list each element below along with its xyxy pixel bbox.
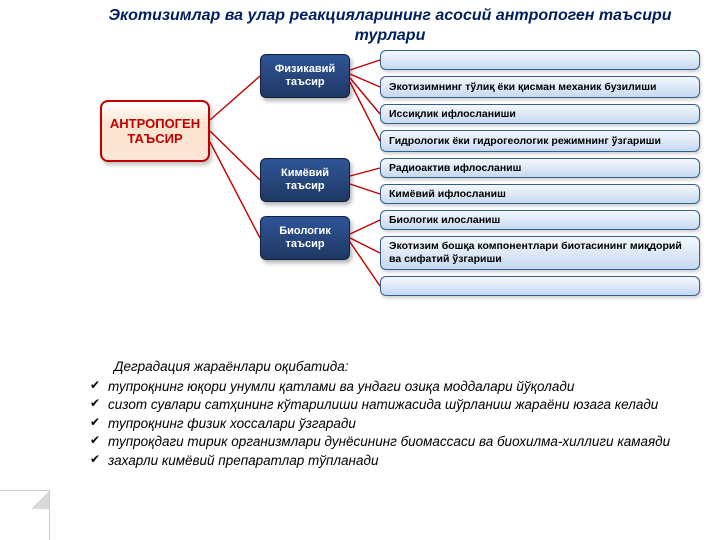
leaf-node: Гидрологик ёки гидрогеологик режимнинг ў… bbox=[380, 130, 700, 152]
leaf-node: Экотизимнинг тўлиқ ёки қисман механик бу… bbox=[380, 76, 700, 98]
leaf-node: Иссиқлик ифлосланиши bbox=[380, 104, 700, 124]
notes-list: тупроқнинг юқори унумли қатлами ва ундаг… bbox=[90, 378, 690, 470]
category-node: Кимёвий таъсир bbox=[260, 158, 350, 202]
notes-intro: Деградация жараёнлари оқибатида: bbox=[114, 358, 690, 376]
notes-item: сизот сувлари сатҳининг кўтарилиши натиж… bbox=[90, 396, 690, 414]
leaf-node bbox=[380, 50, 700, 70]
category-node: Физикавий таъсир bbox=[260, 54, 350, 98]
leaf-node: Биологик илосланиш bbox=[380, 210, 700, 230]
leaf-node: Экотизим бошқа компонентлари биотасининг… bbox=[380, 236, 700, 270]
leaf-node: Кимёвий ифлосланиш bbox=[380, 184, 700, 204]
notes-item: тупроқдаги тирик организмлари дунёсининг… bbox=[90, 433, 690, 451]
category-node: Биологик таъсир bbox=[260, 216, 350, 260]
leaf-node bbox=[380, 276, 700, 296]
notes-item: тупроқнинг юқори унумли қатлами ва ундаг… bbox=[90, 378, 690, 396]
notes-item: захарли кимёвий препаратлар тўпланади bbox=[90, 452, 690, 470]
notes-block: Деградация жараёнлари оқибатида: тупроқн… bbox=[90, 358, 690, 470]
page-curl-icon bbox=[0, 490, 50, 540]
root-node: АНТРОПОГЕН ТАЪСИР bbox=[100, 100, 210, 162]
leaf-node: Радиоактив ифлосланиш bbox=[380, 158, 700, 178]
page-title: Экотизимлар ва улар реакцияларининг асос… bbox=[80, 6, 700, 46]
notes-item: тупроқнинг физик хоссалари ўзгаради bbox=[90, 415, 690, 433]
